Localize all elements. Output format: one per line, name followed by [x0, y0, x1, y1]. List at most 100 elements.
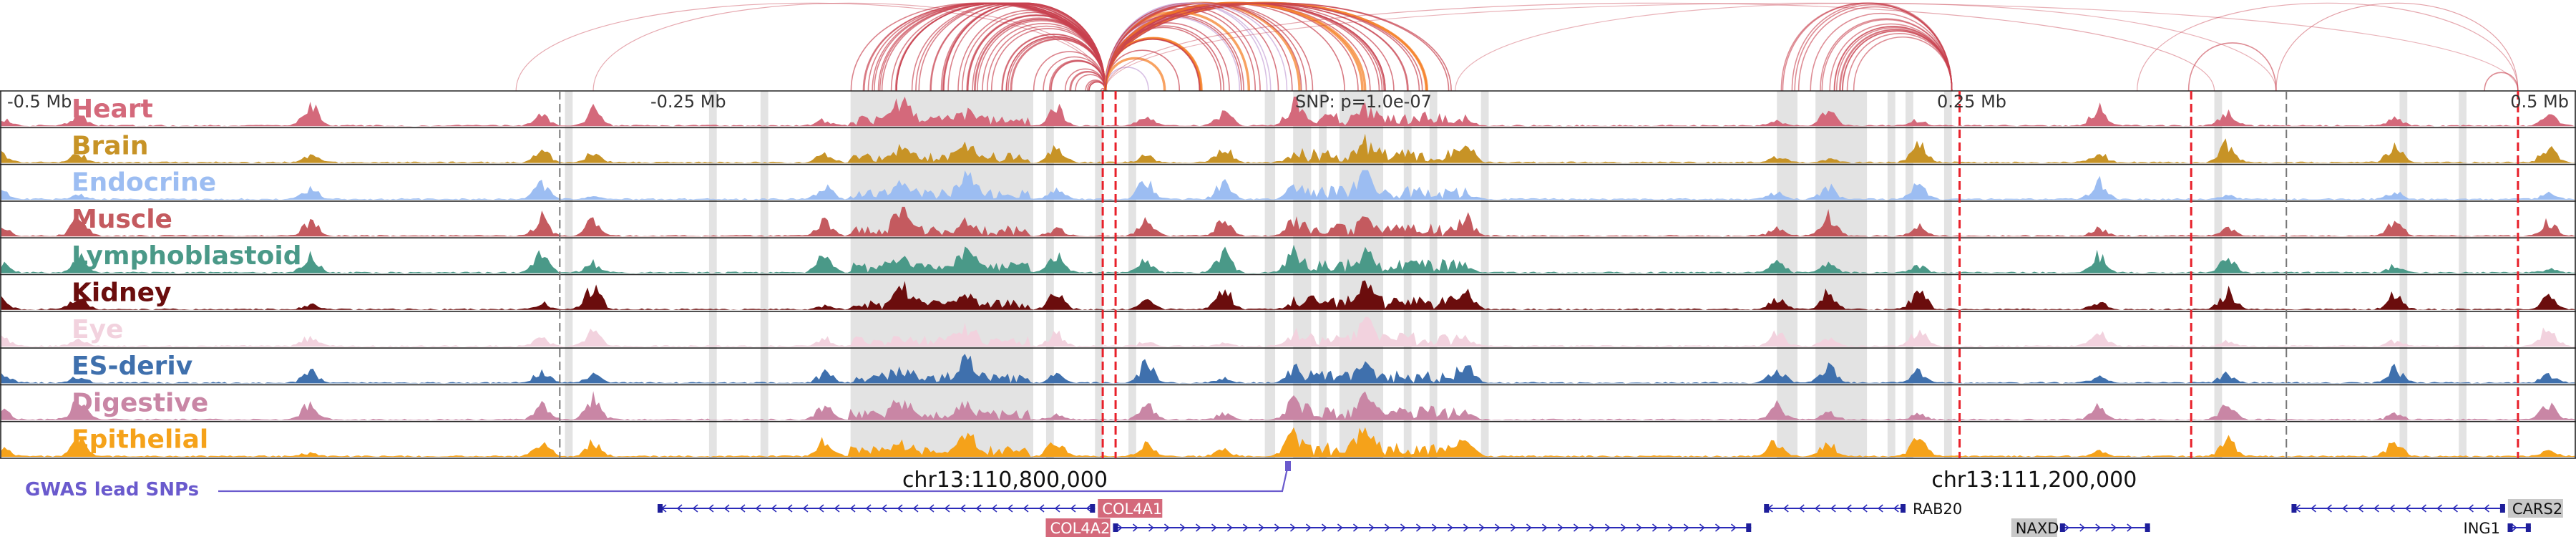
gene-label-background [2507, 499, 2563, 518]
gene-strand-chevron [1799, 504, 1805, 513]
loop-arc [1103, 57, 1166, 92]
gene-strand-chevron [786, 504, 793, 513]
gene-exon [657, 504, 663, 513]
gene-strand-chevron [1258, 523, 1264, 532]
gene-strand-chevron [1893, 504, 1899, 513]
gene-strand-chevron [849, 504, 856, 513]
gene-strand-chevron [865, 504, 872, 513]
gene-exon [2525, 523, 2531, 532]
track-label-heart: Heart [72, 95, 153, 124]
gene-strand-chevron [991, 504, 997, 513]
track-label-eye: Eye [72, 315, 123, 344]
gene-strand-chevron [2342, 504, 2348, 513]
gene-strand-chevron [1730, 523, 1737, 532]
gene-strand-chevron [2064, 523, 2070, 532]
gene-strand-chevron [1007, 504, 1013, 513]
gwas-snp-marker [1285, 461, 1291, 471]
axis-tick-label: 0.25 Mb [1937, 92, 2006, 112]
gene-strand-chevron [2452, 504, 2458, 513]
gene-strand-chevron [2127, 523, 2133, 532]
loop-arc [1780, 2, 1953, 92]
gene-strand-chevron [1541, 523, 1548, 532]
gene-strand-chevron [1589, 523, 1595, 532]
gene-strand-chevron [2436, 504, 2442, 513]
signal-epithelial-track [1, 427, 2575, 457]
gene-strand-chevron [960, 504, 966, 513]
gene-strand-chevron [2358, 504, 2363, 513]
gene-strand-chevron [1384, 523, 1390, 532]
snp-pvalue-label: SNP: p=1.0e-07 [1295, 92, 1432, 112]
signal-muscle-track [1, 206, 2575, 237]
track-label-kidney: Kidney [72, 279, 172, 308]
gene-strand-chevron [2079, 523, 2086, 532]
track-labels: Heart Brain Endocrine Muscle Lymphoblastoid K… [72, 95, 302, 455]
gene-strand-chevron [1337, 523, 1343, 532]
gene-label-background [1045, 518, 1111, 537]
gene-strand-chevron [1478, 523, 1485, 532]
axis-tick-label: 0.5 Mb [2510, 92, 2569, 112]
loop-arc [1104, 8, 1257, 92]
loop-arc [515, 2, 1106, 92]
gene-strand-chevron [2095, 523, 2102, 532]
gwas-connector [218, 465, 1289, 493]
gene-strand-chevron [1510, 523, 1516, 532]
signal-brain-track [1, 133, 2575, 163]
gene-label-rab20: RAB20 [1913, 500, 1962, 518]
signal-digestive-track [1, 391, 2575, 420]
gene-exon [1764, 504, 1770, 513]
gene-strand-chevron [1274, 523, 1280, 532]
gene-strand-chevron [1054, 504, 1060, 513]
gene-strand-chevron [1431, 523, 1438, 532]
axis-tick-label: -0.25 Mb [650, 92, 726, 112]
loop-arc [1839, 29, 1953, 92]
loop-arc [1105, 2, 2519, 92]
loop-arc [2275, 2, 2519, 92]
gene-strand-chevron [708, 504, 714, 513]
gene-strand-chevron [1148, 523, 1154, 532]
gene-strand-chevron [723, 504, 730, 513]
gene-exon [1113, 523, 1118, 532]
loop-arc [1104, 2, 1288, 92]
loop-arc [1797, 6, 1953, 92]
track-label-brain: Brain [72, 131, 148, 160]
gene-strand-chevron [1447, 523, 1453, 532]
gene-strand-chevron [2468, 504, 2474, 513]
gene-exon [2499, 504, 2505, 513]
chromosome-coordinate-label: chr13:110,800,000 [902, 468, 1108, 493]
track-label-es-deriv: ES-deriv [72, 352, 192, 381]
gene-strand-chevron [912, 504, 919, 513]
gene-strand-chevron [1714, 523, 1721, 532]
loop-arc [1010, 39, 1106, 92]
gene-strand-chevron [771, 504, 777, 513]
gene-strand-chevron [1815, 504, 1820, 513]
gene-label-background [1098, 499, 1163, 518]
gene-strand-chevron [1321, 523, 1327, 532]
gene-strand-chevron [975, 504, 982, 513]
track-label-lymphoblastoid: Lymphoblastoid [72, 241, 302, 271]
gene-strand-chevron [818, 504, 824, 513]
gene-strand-chevron [1289, 523, 1296, 532]
gene-strand-chevron [802, 504, 809, 513]
gene-strand-chevron [1305, 523, 1312, 532]
loop-arc [961, 11, 1106, 92]
chromosome-coordinate-label: chr13:111,200,000 [1931, 468, 2137, 493]
loop-arc [1455, 2, 2277, 92]
loop-arc [957, 9, 1106, 92]
gene-strand-chevron [1163, 523, 1170, 532]
chromatin-loops [515, 1, 2519, 92]
loop-arc [2484, 72, 2519, 92]
loop-arc [1853, 37, 1953, 92]
signal-heart-track [1, 97, 2575, 127]
gene-strand-chevron [1667, 523, 1674, 532]
loop-arc [1810, 13, 1953, 92]
gene-label-ing1: ING1 [2464, 520, 2501, 537]
gene-label-col4a1: COL4A1 [1102, 500, 1162, 518]
gene-strand-chevron [897, 504, 903, 513]
gene-strand-chevron [2111, 523, 2117, 532]
gene-strand-chevron [1652, 523, 1658, 532]
track-label-digestive: Digestive [72, 388, 208, 417]
gene-strand-chevron [1604, 523, 1611, 532]
gwas-lead-snps-label: GWAS lead SNPs [25, 479, 199, 500]
gene-strand-chevron [1846, 504, 1852, 513]
